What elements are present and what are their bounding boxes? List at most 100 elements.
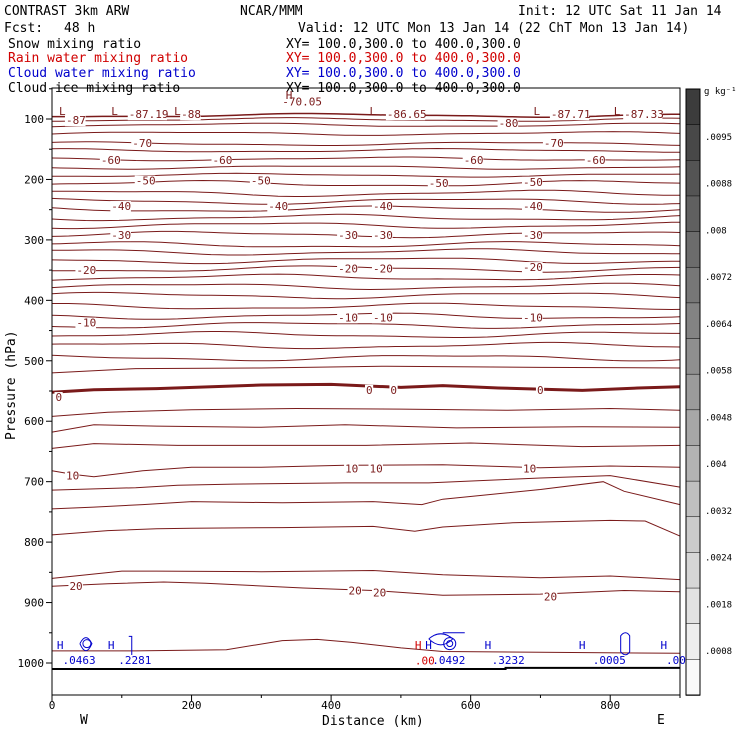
colorbar-cell-2 xyxy=(685,160,701,197)
temperature-label-bg-34 xyxy=(365,384,374,396)
colorbar-label-9: .0024 xyxy=(705,554,732,564)
cloud-water-label-bg-1 xyxy=(117,654,151,666)
temperature-label-bg-22 xyxy=(110,230,131,242)
temperature-label-35: 0 xyxy=(390,384,397,397)
colorbar-label-8: .0032 xyxy=(705,507,732,517)
temperature-label-0: -87 xyxy=(66,114,86,127)
contour-line-18 xyxy=(51,257,680,265)
contour-line-38 xyxy=(51,569,681,581)
temperature-label-23: -30 xyxy=(338,229,358,242)
temperature-label-42: 20 xyxy=(69,580,82,593)
colorbar-label-2: .008 xyxy=(705,226,727,236)
cloud-water-label-bg-3 xyxy=(490,654,524,666)
temperature-label-44: 20 xyxy=(373,586,386,599)
colorbar-label-10: .0018 xyxy=(705,600,732,610)
colorbar-cell-8 xyxy=(685,373,701,411)
valid-time: Valid: 12 UTC Mon 13 Jan 14 (22 ChT Mon … xyxy=(298,21,689,36)
temperature-label-28: -20 xyxy=(373,262,393,275)
temperature-label-bg-31 xyxy=(337,312,358,324)
cloud-ring-2 xyxy=(446,640,454,648)
colorbar-cell-6 xyxy=(685,302,701,340)
colorbar: .0095 .0088 .008 .0072 .0064 .0058 .0048 .004 .0… xyxy=(685,88,732,696)
contour-line-9 xyxy=(51,179,681,187)
temperature-label-bg-30 xyxy=(75,317,97,329)
temperature-label-32: -10 xyxy=(373,311,393,324)
temperature-label-bg-10 xyxy=(99,155,121,167)
temperature-label-bg-16 xyxy=(427,178,449,190)
colorbar-label-7: .004 xyxy=(705,460,727,470)
colorbar-cell-13 xyxy=(685,552,701,589)
field-xy-snow: XY= 100.0,300.0 to 400.0,300.0 xyxy=(286,37,521,52)
temperature-label-33: -10 xyxy=(523,311,543,324)
extremum-marker-4: L xyxy=(369,105,376,118)
contour-line-13 xyxy=(51,213,681,222)
temperature-label-18: -40 xyxy=(111,200,131,213)
temperature-label-bg-14 xyxy=(134,175,156,187)
temperature-label-bg-28 xyxy=(371,263,393,275)
temperature-label-21: -40 xyxy=(523,200,543,213)
contour-labels: -87 -87.19 -88 -70.05 -86.65 -87.71 -87.33 -80 -… xyxy=(54,89,693,668)
temperature-label-29: -20 xyxy=(523,261,543,274)
temperature-label-13: -60 xyxy=(586,154,606,167)
east-label: E xyxy=(657,713,665,728)
temperature-label-bg-26 xyxy=(75,265,97,277)
cloud-water-label-bg-4 xyxy=(591,654,625,666)
temperature-label-6: -87.33 xyxy=(624,108,664,121)
contour-line-28 xyxy=(51,354,681,362)
temperature-label-14: -50 xyxy=(136,175,156,188)
temperature-label-bg-39 xyxy=(344,463,359,475)
field-name-snow: Snow mixing ratio xyxy=(8,37,141,52)
temperature-label-22: -30 xyxy=(111,229,131,242)
cloud-water-label-4: .0005 xyxy=(593,654,626,667)
contour-line-2 xyxy=(51,122,681,128)
contour-line-39 xyxy=(51,581,681,596)
y-tick-label-0: 100 xyxy=(24,113,44,126)
temperature-label-bg-11 xyxy=(211,155,233,167)
contour-line-20 xyxy=(51,273,681,281)
temperature-contours xyxy=(51,112,681,671)
field-xy-rain: XY= 100.0,300.0 to 400.0,300.0 xyxy=(286,51,521,66)
temperature-label-bg-6 xyxy=(623,109,663,121)
temperature-label-bg-17 xyxy=(522,176,543,188)
contour-line-19 xyxy=(52,265,681,273)
temperature-label-25: -30 xyxy=(523,229,543,242)
extremum-marker-3: L xyxy=(174,105,181,118)
contour-line-15 xyxy=(51,230,681,239)
temperature-label-bg-33 xyxy=(522,312,543,324)
extremum-marker-10: H xyxy=(425,639,432,652)
colorbar-cell-7 xyxy=(685,338,701,375)
contour-line-16 xyxy=(51,241,681,248)
colorbar-cell-9 xyxy=(685,409,701,447)
temperature-label-bg-32 xyxy=(371,312,393,324)
x-tick-label-1: 200 xyxy=(182,699,202,712)
y-tick-label-7: 800 xyxy=(24,536,44,549)
extremum-marker-0: H xyxy=(286,89,293,102)
temperature-label-8: -70 xyxy=(132,137,152,150)
temperature-label-bg-18 xyxy=(110,201,131,213)
temperature-label-16: -50 xyxy=(429,177,449,190)
temperature-label-30: -10 xyxy=(76,317,96,330)
temperature-label-bg-20 xyxy=(371,201,393,213)
extremum-marker-1: L xyxy=(59,105,66,118)
temperature-label-bg-23 xyxy=(337,230,358,242)
colorbar-label-3: .0072 xyxy=(705,273,732,283)
temperature-label-bg-35 xyxy=(389,384,398,396)
colorbar-label-5: .0058 xyxy=(705,367,732,377)
rain-water-label-bg-0 xyxy=(413,655,435,667)
colorbar-cell-5 xyxy=(685,266,701,304)
contour-line-8 xyxy=(52,172,681,178)
y-tick-label-1: 200 xyxy=(24,173,44,186)
west-label: W xyxy=(80,713,88,728)
contour-line-12 xyxy=(51,205,681,213)
contour-line-37 xyxy=(51,519,681,537)
temperature-label-bg-4 xyxy=(385,109,426,121)
extremum-marker-8: H xyxy=(108,639,115,652)
temperature-label-9: -70 xyxy=(544,137,564,150)
temperature-label-bg-13 xyxy=(584,155,606,167)
extremum-marker-9: H xyxy=(415,639,422,652)
contour-line-35 xyxy=(51,475,681,491)
center-title: NCAR/MMM xyxy=(240,4,303,19)
temperature-label-bg-25 xyxy=(522,230,543,242)
cloud-contour-2 xyxy=(428,633,454,646)
